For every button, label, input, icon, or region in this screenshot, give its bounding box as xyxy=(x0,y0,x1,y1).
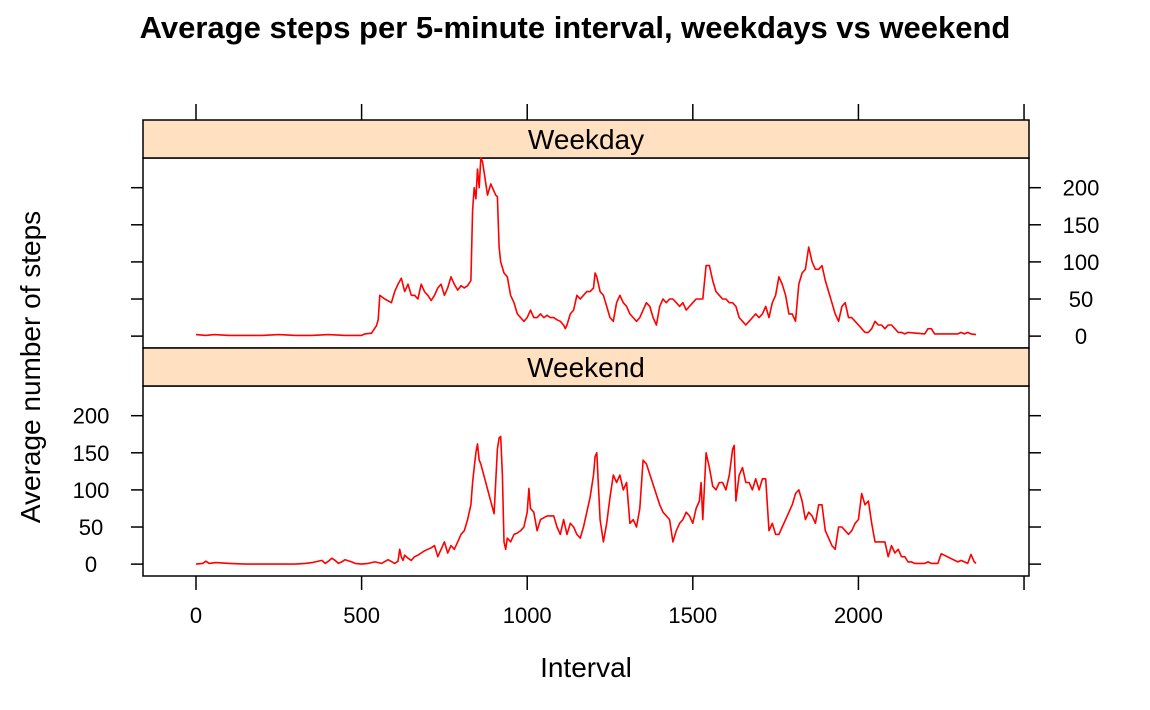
y-tick-label: 100 xyxy=(73,478,110,503)
y-tick-label: 0 xyxy=(85,552,97,577)
strip-weekday xyxy=(142,119,1030,159)
y-tick-label: 150 xyxy=(73,441,110,466)
y-tick-label: 50 xyxy=(79,515,103,540)
chart-title: Average steps per 5-minute interval, wee… xyxy=(139,10,1011,45)
strip-weekend xyxy=(142,347,1030,387)
y-tick-label: 200 xyxy=(73,404,110,429)
panel-frame-weekend xyxy=(142,385,1030,577)
series-line-weekend xyxy=(195,435,977,565)
panel-frame-weekday xyxy=(142,157,1030,349)
strip-label: Weekday xyxy=(528,124,644,155)
y-tick-label: 100 xyxy=(1063,250,1100,275)
x-axis-label: Interval xyxy=(540,652,632,683)
y-axis-label: Average number of steps xyxy=(15,211,46,523)
series-line-weekday xyxy=(195,157,977,337)
series-lines xyxy=(195,157,977,565)
y-tick-label: 150 xyxy=(1063,213,1100,238)
x-tick-label: 1500 xyxy=(668,603,717,628)
x-tick-label: 500 xyxy=(343,603,380,628)
x-tick-label: 1000 xyxy=(503,603,552,628)
y-tick-label: 0 xyxy=(1075,324,1087,349)
y-tick-label: 50 xyxy=(1069,287,1093,312)
x-tick-label: 0 xyxy=(190,603,202,628)
strip-label: Weekend xyxy=(527,352,645,383)
y-tick-label: 200 xyxy=(1063,176,1100,201)
panel-strips: Weekday Weekend xyxy=(142,119,1030,387)
x-tick-label: 2000 xyxy=(834,603,883,628)
